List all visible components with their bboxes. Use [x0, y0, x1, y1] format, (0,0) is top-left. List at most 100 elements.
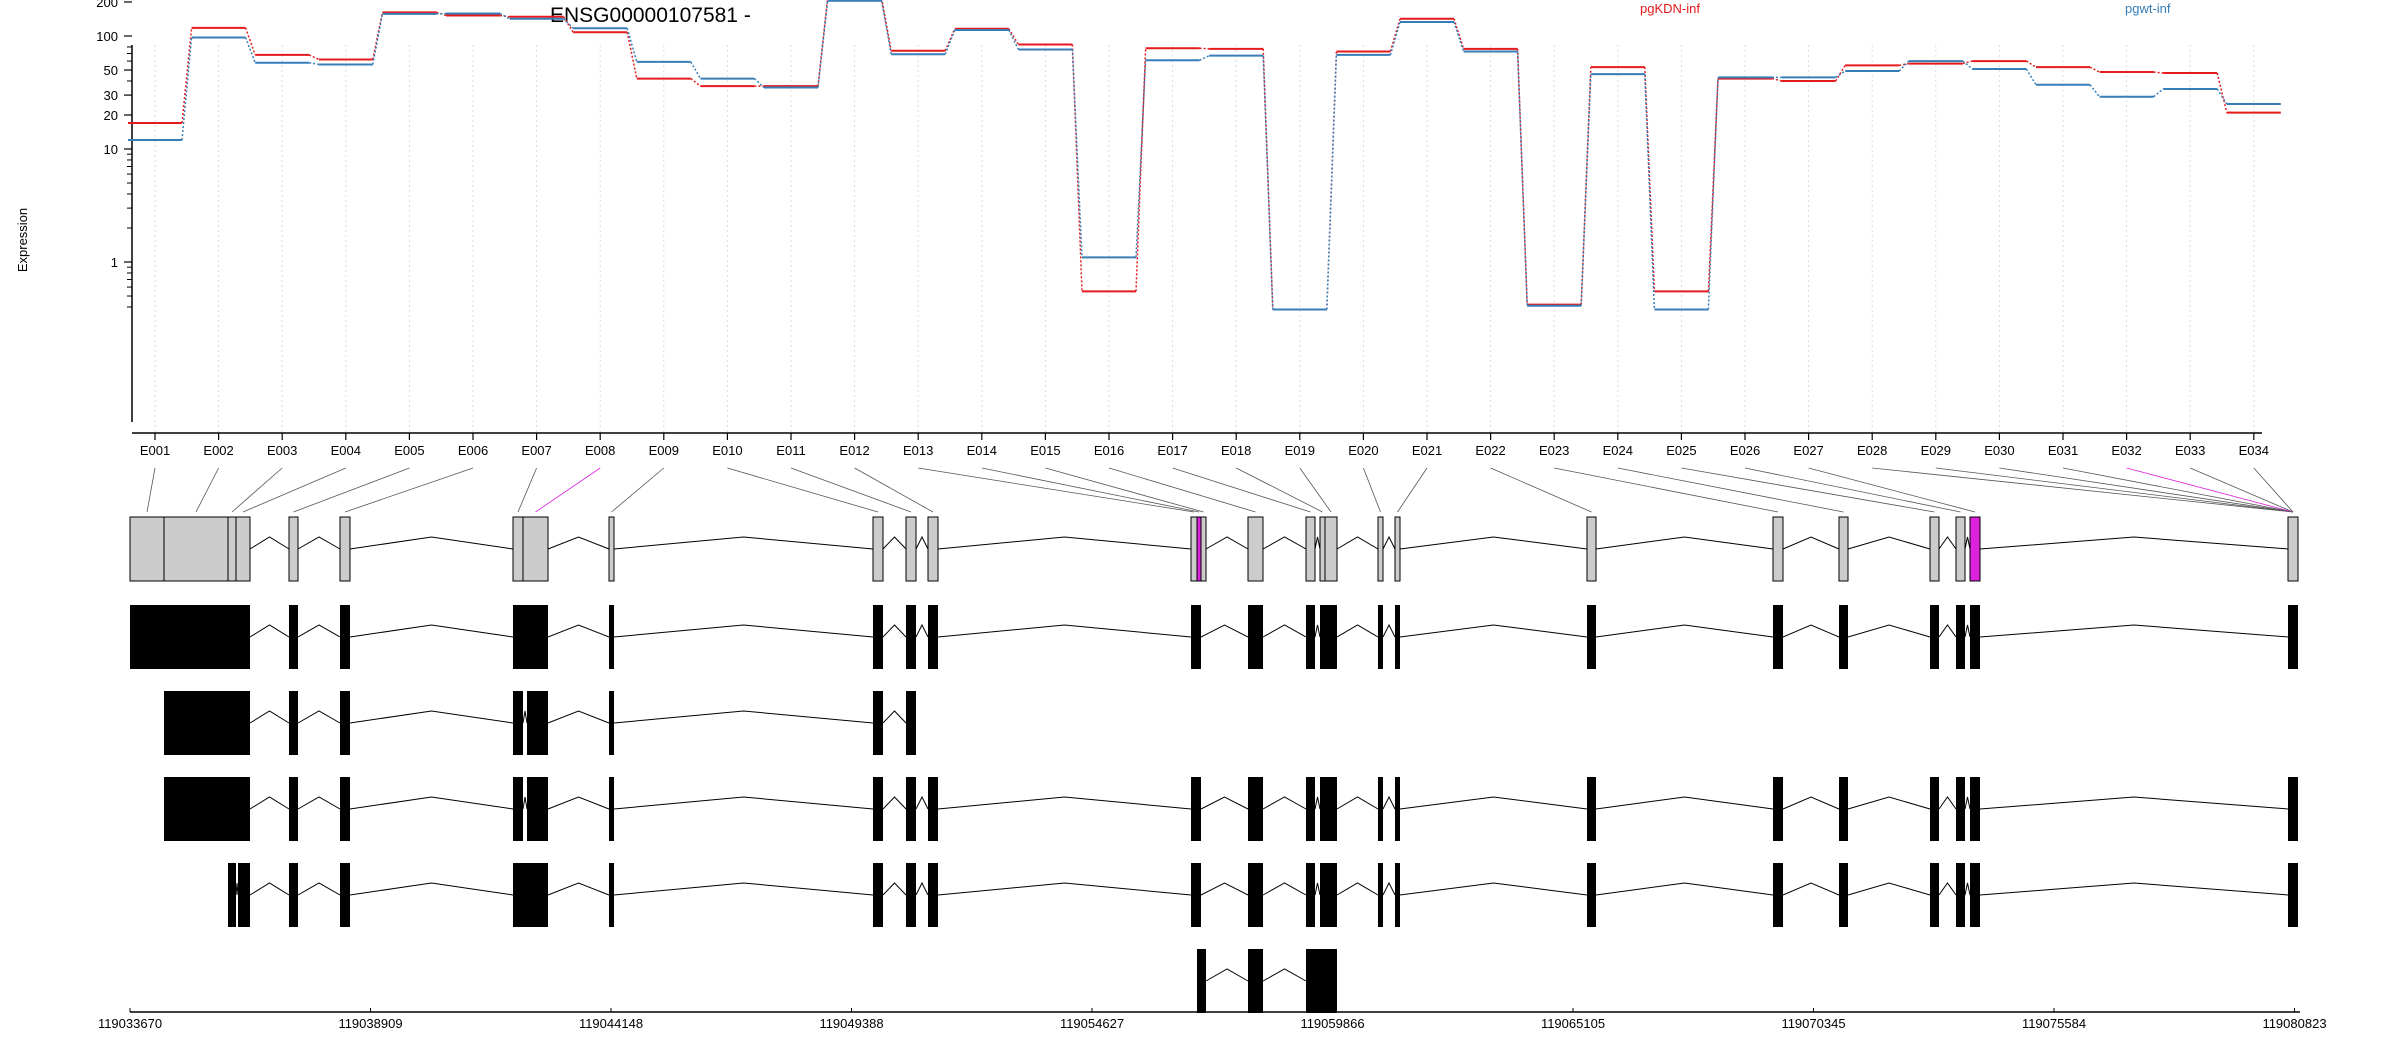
exon-block: [1773, 777, 1783, 841]
series-connector: [372, 13, 384, 65]
x-tick-label: E006: [458, 443, 488, 458]
series-connector: [1453, 21, 1465, 52]
coordinate-label: 119054627: [1060, 1016, 1124, 1031]
exon-block: [1247, 516, 1264, 582]
intron-line: [249, 624, 290, 638]
exon-connector: [1872, 467, 2294, 513]
intron-line: [522, 796, 528, 810]
intron-line: [882, 796, 907, 810]
exon-block: [522, 516, 549, 582]
series-connector: [690, 61, 702, 79]
intron-line: [249, 796, 290, 810]
series-connector: [562, 16, 574, 33]
intron-line: [297, 710, 341, 724]
transcript-3: [164, 777, 2298, 841]
intron-line: [1847, 882, 1931, 896]
exon-block: [1395, 863, 1400, 927]
exon-block: [906, 605, 916, 669]
intron-line: [1200, 624, 1249, 638]
exon-block: [164, 777, 250, 841]
exon-block: [609, 691, 614, 755]
y-axis-ticks: 1 10 20 30 50 100 200: [96, 0, 132, 308]
x-tick-label: E013: [903, 443, 933, 458]
exon-block: [1306, 777, 1315, 841]
x-tick-label: E033: [2175, 443, 2205, 458]
intron-line: [1782, 536, 1840, 550]
x-tick-label: E001: [140, 443, 170, 458]
exon-block: [1930, 605, 1939, 669]
exon-block: [1956, 863, 1965, 927]
series-pgwt-inf: [128, 0, 2281, 311]
intron-line: [1314, 796, 1321, 810]
exon-block: [288, 516, 299, 582]
exon-block: [928, 863, 938, 927]
series-connector: [690, 77, 701, 87]
series-connector: [1008, 29, 1020, 50]
intron-line: [1262, 624, 1307, 638]
series-connector: [1644, 74, 1656, 310]
exon-block: [1191, 605, 1201, 669]
series-lines: [128, 0, 2281, 311]
series-connector: [1771, 77, 1782, 82]
exon-block: [513, 777, 523, 841]
intron-line: [1262, 968, 1307, 982]
exon-block: [873, 777, 883, 841]
series-connector: [1135, 48, 1147, 292]
exon-block: [1956, 605, 1965, 669]
intron-line: [349, 624, 514, 638]
series-connector: [244, 37, 256, 63]
exon-block: [1969, 516, 1981, 582]
exon-block: [1587, 777, 1596, 841]
exon-connector: [242, 467, 346, 513]
exon-block: [289, 691, 298, 755]
exon-connector: [918, 467, 1195, 513]
exon-block: [289, 863, 298, 927]
x-tick-label: E005: [394, 443, 424, 458]
exon-block: [609, 863, 614, 927]
x-tick-label: E023: [1539, 443, 1569, 458]
coordinate-label: 119038909: [338, 1016, 402, 1031]
exon-block: [1190, 516, 1198, 582]
series-connector: [1326, 54, 1338, 310]
coordinate-label: 119075584: [2022, 1016, 2086, 1031]
exon-connector: [854, 467, 934, 513]
exon-block: [130, 605, 250, 669]
x-tick-label: E004: [331, 443, 361, 458]
x-tick-label: E031: [2048, 443, 2078, 458]
exon-connector: [1397, 467, 1428, 513]
exon-block: [1395, 777, 1400, 841]
series-connector: [944, 28, 956, 52]
exon-block: [527, 777, 548, 841]
intron-line: [349, 796, 514, 810]
exon-block: [1839, 863, 1848, 927]
intron-line: [547, 710, 610, 724]
series-connector: [1453, 18, 1465, 50]
y-tick-label: 1: [111, 255, 118, 270]
intron-line: [1336, 624, 1379, 638]
exon-block: [1970, 863, 1980, 927]
exon-block: [1324, 516, 1338, 582]
series-connector: [817, 0, 829, 88]
series-connector: [2089, 84, 2101, 98]
intron-line: [1399, 882, 1588, 896]
exon-block: [1320, 863, 1337, 927]
intron-line: [1336, 882, 1379, 896]
exon-connector: [517, 467, 537, 513]
coordinate-label: 119065105: [1541, 1016, 1605, 1031]
exon-block: [340, 691, 350, 755]
transcript-1: [130, 605, 2298, 669]
exon-block: [873, 863, 883, 927]
intron-line: [547, 796, 610, 810]
exon-block: [1378, 863, 1383, 927]
exon-block: [1970, 777, 1980, 841]
exon-connector: [790, 467, 912, 513]
series-connector: [1962, 60, 1973, 65]
exon-block: [227, 516, 237, 582]
exon-block: [1197, 949, 1206, 1013]
exon-block: [1248, 777, 1263, 841]
intron-line: [1314, 536, 1321, 550]
intron-line: [1200, 796, 1249, 810]
exon-block: [1191, 777, 1201, 841]
exon-connector: [1172, 467, 1311, 513]
x-tick-label: E034: [2239, 443, 2269, 458]
